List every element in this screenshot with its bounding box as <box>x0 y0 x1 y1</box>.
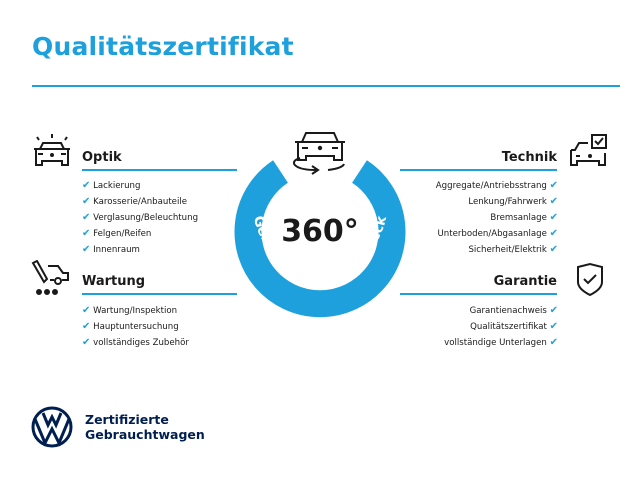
section-divider <box>82 169 237 171</box>
car-checkbox-icon <box>570 134 607 166</box>
page-title: Qualitätszertifikat <box>32 32 294 61</box>
badge-ring <box>234 160 406 318</box>
title-divider <box>32 85 620 87</box>
list-optik: ✔ Lackierung ✔ Karosserie/Anbauteile ✔ V… <box>82 178 198 258</box>
list-item: Garantienachweis ✔ <box>469 305 558 316</box>
check-icon: ✔ <box>549 321 558 332</box>
brand-line-1: Zertifizierte <box>85 412 169 427</box>
list-item: ✔ Innenraum <box>82 244 140 255</box>
check-icon: ✔ <box>82 305 91 316</box>
list-item: ✔ vollständiges Zubehör <box>82 337 189 348</box>
list-item: ✔ Hauptuntersuchung <box>82 321 179 332</box>
check-icon: ✔ <box>82 337 91 348</box>
car-rotate-icon <box>292 132 345 175</box>
car-lights-icon <box>34 134 70 166</box>
section-divider <box>400 169 557 171</box>
list-item: ✔ Karosserie/Anbauteile <box>82 196 188 207</box>
check-icon: ✔ <box>549 337 558 348</box>
check-icon: ✔ <box>82 244 91 255</box>
list-item: vollständige Unterlagen ✔ <box>444 337 558 348</box>
section-title-wartung: Wartung <box>82 274 146 289</box>
check-icon: ✔ <box>549 212 558 223</box>
check-icon: ✔ <box>82 180 91 191</box>
vw-logo <box>31 406 73 448</box>
list-item: Qualitätszertifikat ✔ <box>470 321 558 332</box>
360-label: 360° <box>281 214 359 249</box>
section-divider <box>400 293 557 295</box>
check-icon: ✔ <box>82 212 91 223</box>
check-icon: ✔ <box>549 305 558 316</box>
list-item: ✔ Verglasung/Beleuchtung <box>82 212 199 223</box>
list-item: Unterboden/Abgasanlage ✔ <box>437 228 559 239</box>
check-icon: ✔ <box>82 228 91 239</box>
service-car-icon <box>31 260 69 295</box>
list-wartung: ✔ Wartung/Inspektion ✔ Hauptuntersuchung… <box>82 303 189 351</box>
list-item: ✔ Wartung/Inspektion <box>82 305 178 316</box>
section-title-technik: Technik <box>501 150 557 165</box>
list-technik: Aggregate/Antriebsstrang ✔ Lenkung/Fahrw… <box>400 178 558 258</box>
section-divider <box>82 293 237 295</box>
check-icon: ✔ <box>82 321 91 332</box>
list-item: Lenkung/Fahrwerk ✔ <box>468 196 558 207</box>
brand-text: Zertifizierte Gebrauchtwagen <box>85 412 205 442</box>
check-icon: ✔ <box>549 244 558 255</box>
list-item: Sicherheit/Elektrik ✔ <box>468 244 558 255</box>
list-item: ✔ Felgen/Reifen <box>82 228 152 239</box>
check-icon: ✔ <box>82 196 91 207</box>
section-title-garantie: Garantie <box>493 274 557 289</box>
brand-line-2: Gebrauchtwagen <box>85 427 205 442</box>
shield-check-icon <box>577 262 603 297</box>
list-item: Bremsanlage ✔ <box>490 212 558 223</box>
360-check-badge: Gebrauchtwagen-Check 360° <box>234 132 406 318</box>
list-item: Aggregate/Antriebsstrang ✔ <box>435 180 558 191</box>
check-icon: ✔ <box>549 196 558 207</box>
section-title-optik: Optik <box>82 150 122 165</box>
list-item: ✔ Lackierung <box>82 180 141 191</box>
check-icon: ✔ <box>549 228 558 239</box>
list-garantie: Garantienachweis ✔ Qualitätszertifikat ✔… <box>400 303 558 351</box>
check-icon: ✔ <box>549 180 558 191</box>
